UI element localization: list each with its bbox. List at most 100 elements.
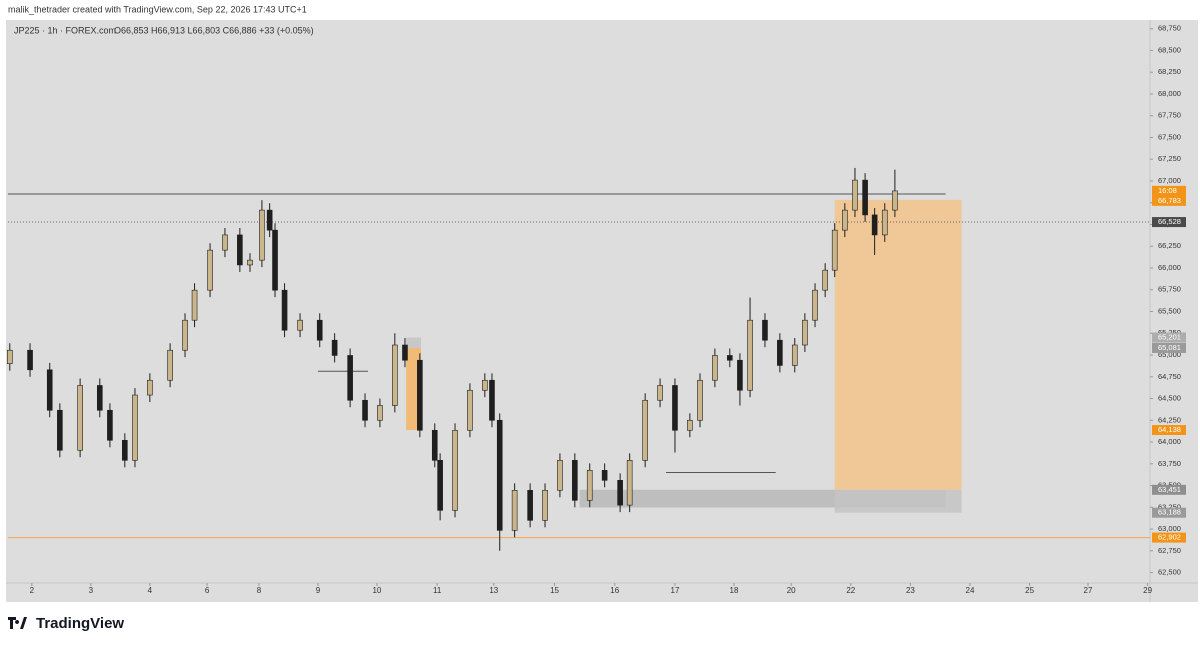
y-tick-label: 67,250: [1158, 154, 1181, 163]
candle-body: [331, 339, 338, 356]
price-label-box: [1152, 507, 1186, 518]
y-tick-label: 68,250: [1158, 67, 1181, 76]
candle-body: [586, 470, 593, 501]
y-tick-label: 68,000: [1158, 89, 1181, 98]
candle-body: [572, 460, 578, 501]
candle-body: [712, 355, 718, 381]
y-tick-label: 67,750: [1158, 111, 1181, 120]
y-tick-label: 65,000: [1158, 350, 1181, 359]
x-tick-label: 3: [89, 586, 94, 595]
chart-pane: [6, 20, 1198, 602]
y-tick-label: 64,000: [1158, 437, 1181, 446]
candle-body: [297, 319, 303, 331]
candle-body: [27, 349, 33, 371]
candle-body: [167, 349, 173, 381]
zone-box: [406, 337, 422, 348]
y-tick-label: 66,000: [1158, 263, 1181, 272]
candle-body: [259, 209, 265, 261]
candle-body: [601, 470, 608, 481]
candle-body: [467, 389, 473, 431]
y-tick-label: 65,750: [1158, 285, 1181, 294]
candle-body: [892, 190, 898, 211]
y-tick-label: 68,500: [1158, 45, 1181, 54]
price-label-box: [1152, 484, 1186, 495]
x-tick-label: 11: [433, 586, 442, 595]
candle-body: [266, 209, 273, 231]
x-tick-label: 20: [787, 586, 796, 595]
x-tick-label: 10: [372, 586, 381, 595]
x-tick-label: 22: [846, 586, 855, 595]
candle-body: [437, 460, 443, 511]
candle-body: [377, 405, 383, 421]
logo-text: TradingView: [36, 615, 124, 632]
candle-body: [672, 385, 678, 431]
x-tick-label: 4: [148, 586, 153, 595]
candle-body: [77, 385, 83, 451]
candle-body: [747, 319, 753, 391]
y-tick-label: 67,000: [1158, 176, 1181, 185]
candle-body: [542, 490, 548, 521]
price-label: 62,902: [1158, 533, 1181, 542]
candle-body: [527, 490, 533, 521]
price-label: 63,451: [1158, 485, 1181, 494]
candle-body: [871, 214, 878, 236]
candle-body: [831, 229, 838, 271]
candle-body: [57, 409, 63, 451]
x-tick-label: 23: [906, 586, 915, 595]
x-tick-label: 25: [1025, 586, 1034, 595]
x-tick-label: 17: [671, 586, 680, 595]
x-tick-label: 27: [1084, 586, 1093, 595]
zone-box: [834, 199, 962, 490]
candle-body: [147, 379, 153, 396]
candle-body: [132, 394, 138, 461]
price-label-box: [1152, 332, 1186, 343]
candle-body: [182, 319, 188, 351]
price-label-box: [1152, 532, 1186, 543]
y-tick-label: 64,250: [1158, 415, 1181, 424]
candle-body: [6, 349, 13, 365]
y-tick-label: 64,750: [1158, 372, 1181, 381]
candle-body: [802, 319, 808, 346]
candle-body: [862, 179, 868, 216]
candle-body: [626, 460, 633, 506]
candle-body: [96, 385, 103, 411]
x-tick-label: 9: [316, 586, 321, 595]
candle-body: [431, 429, 438, 461]
candle-body: [392, 344, 398, 406]
price-label: 64,138: [1158, 425, 1181, 434]
x-tick-label: 29: [1143, 586, 1152, 595]
candle-body: [107, 409, 113, 441]
candle-body: [697, 379, 703, 421]
candle-body: [511, 490, 518, 531]
candle-body: [237, 234, 243, 266]
candle-body: [881, 209, 888, 236]
candle-body: [822, 269, 828, 291]
header: malik_thetrader created with TradingView…: [8, 4, 307, 14]
logo-icon: [8, 617, 27, 629]
price-label-box: [1152, 217, 1186, 228]
candle-body: [726, 355, 733, 361]
candle-body: [222, 234, 228, 251]
candle-body: [272, 229, 278, 291]
candle-body: [777, 339, 783, 366]
y-tick-label: 66,250: [1158, 241, 1181, 250]
x-tick-label: 15: [550, 586, 559, 595]
candle-body: [452, 429, 458, 511]
chart-title: JP225 · 1h · FOREX.com: [14, 25, 116, 35]
candle-body: [496, 419, 503, 531]
candle-body: [417, 359, 423, 431]
price-label-box: [1152, 425, 1186, 436]
x-tick-label: 18: [730, 586, 739, 595]
candle-body: [762, 319, 768, 341]
y-tick-label: 64,500: [1158, 394, 1181, 403]
y-tick-label: 62,750: [1158, 546, 1181, 555]
candle-body: [812, 289, 818, 321]
price-label-box: [1152, 185, 1186, 206]
candle-body: [687, 419, 693, 431]
candle-body: [657, 385, 663, 401]
candle-body: [852, 179, 858, 211]
candle-body: [617, 480, 623, 506]
y-tick-label: 67,500: [1158, 132, 1181, 141]
y-tick-label: 65,500: [1158, 306, 1181, 315]
